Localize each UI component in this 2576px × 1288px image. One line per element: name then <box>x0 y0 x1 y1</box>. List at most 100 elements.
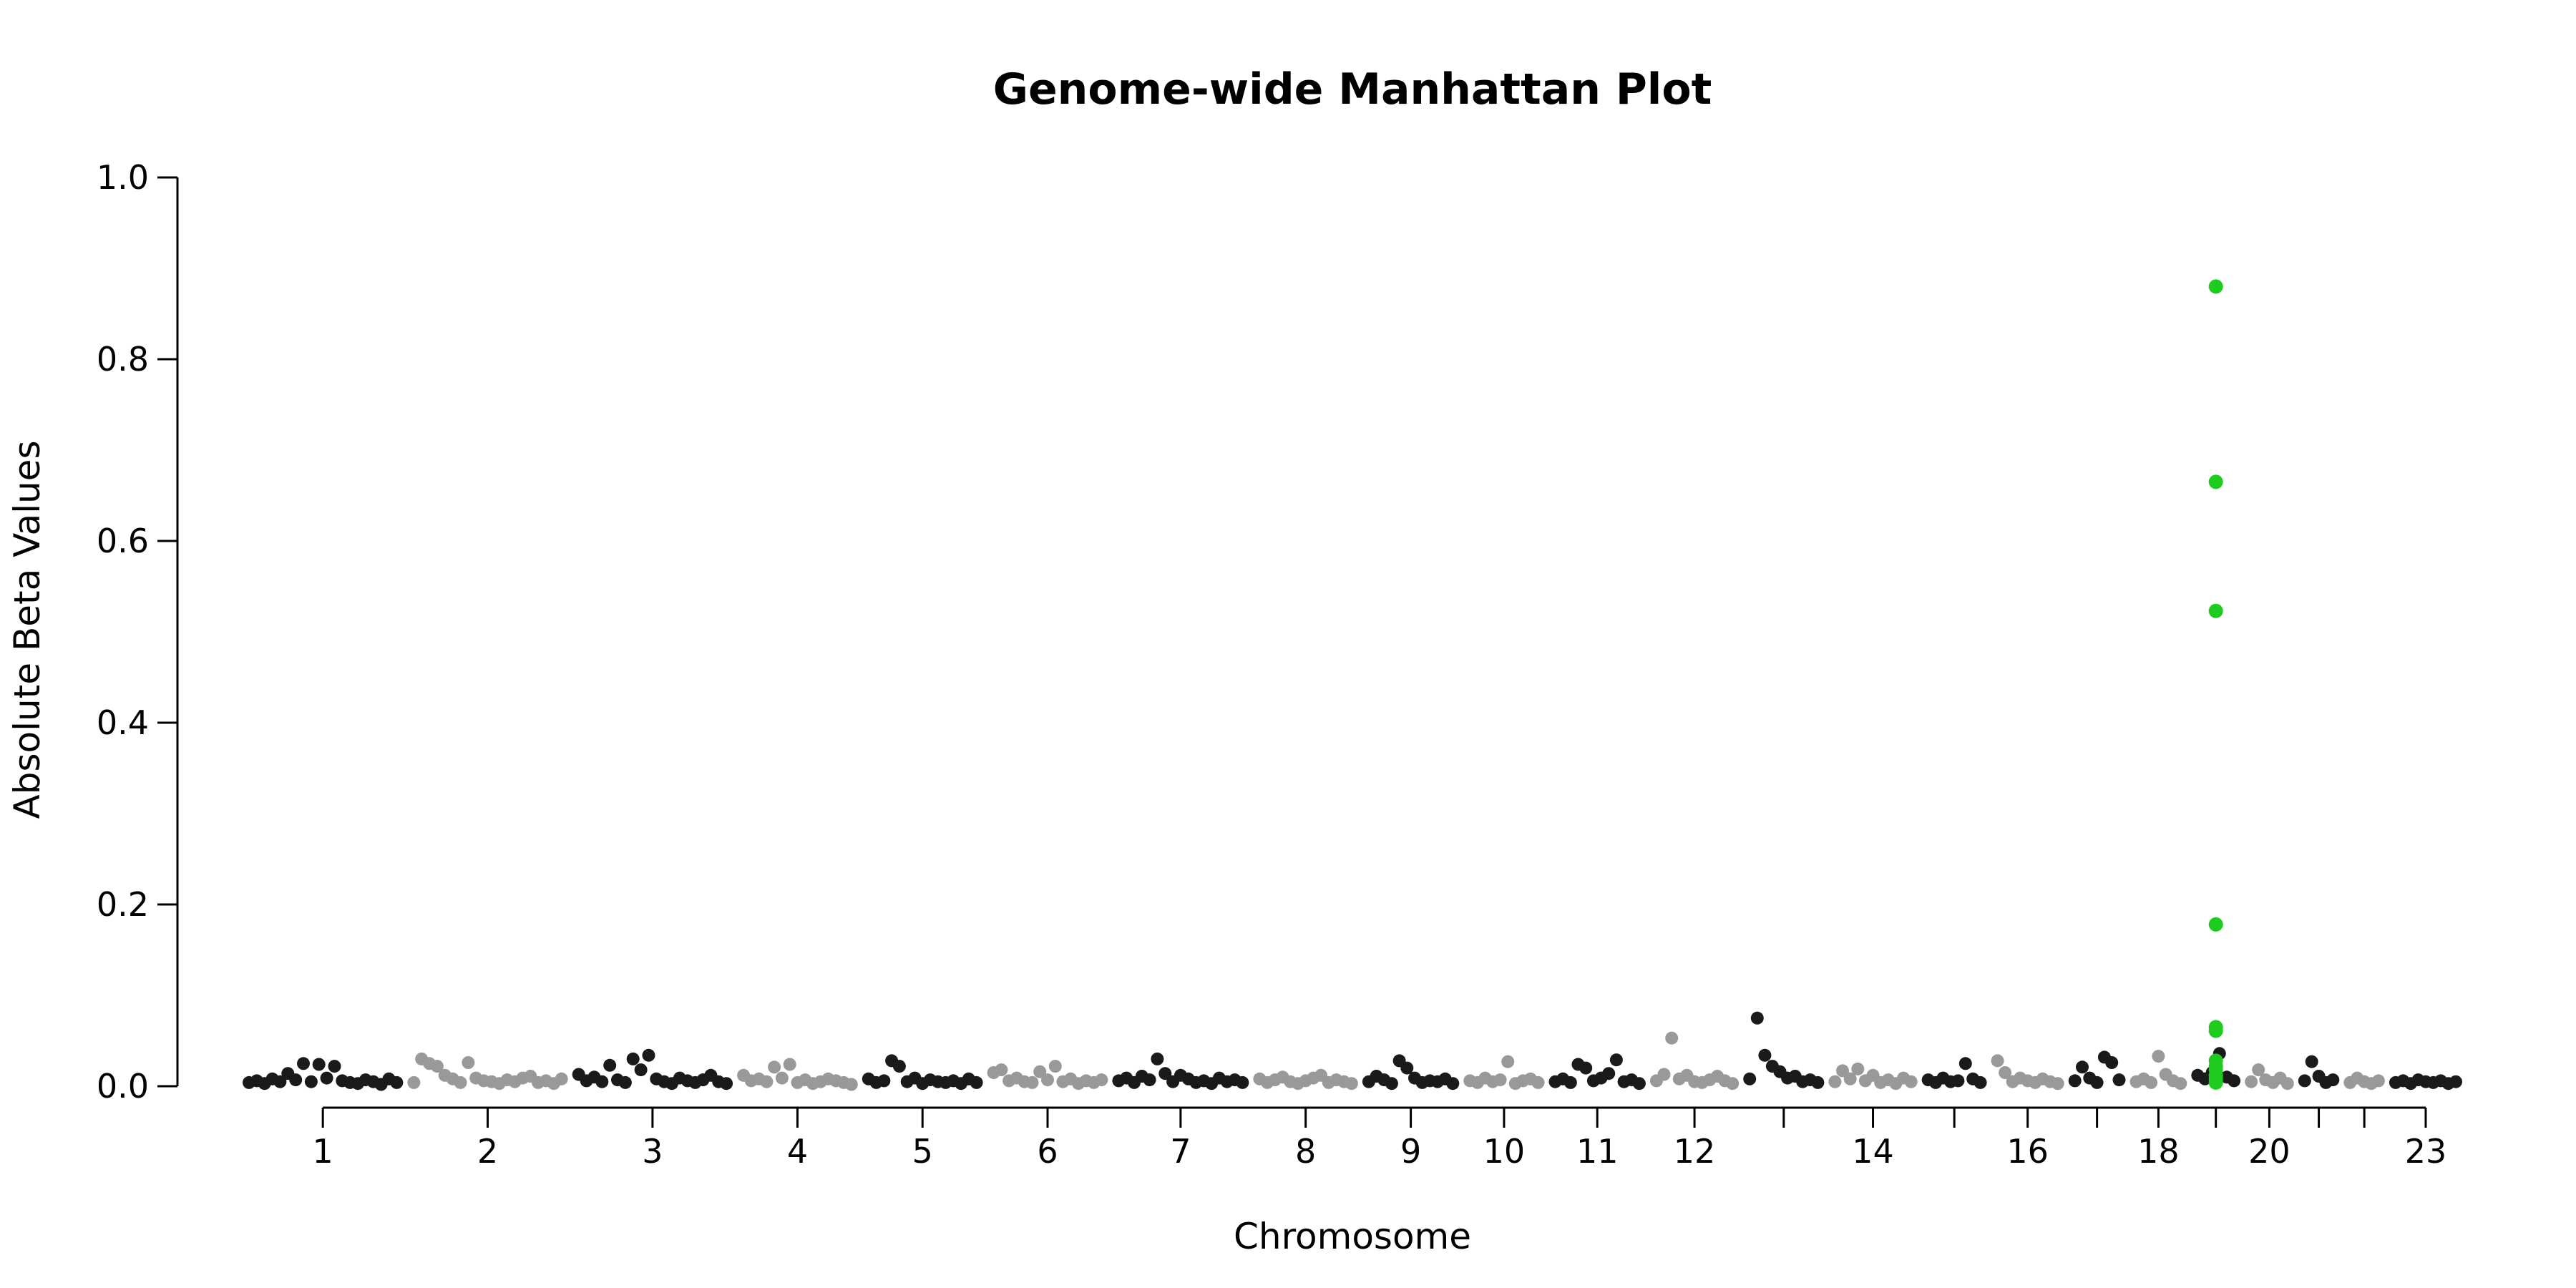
x-tick-label: 4 <box>787 1132 808 1171</box>
data-point <box>2152 1050 2165 1063</box>
y-tick-label: 1.0 <box>97 158 149 197</box>
data-points <box>243 279 2462 1091</box>
data-point <box>1951 1074 1965 1088</box>
data-point <box>2090 1075 2104 1089</box>
data-point <box>1563 1075 1577 1089</box>
data-point <box>1609 1053 1623 1067</box>
data-point <box>2105 1056 2119 1069</box>
data-point <box>1750 1011 1764 1025</box>
data-point <box>1400 1061 1414 1075</box>
data-point <box>1665 1031 1679 1045</box>
x-tick-label: 11 <box>1576 1132 1619 1171</box>
data-point <box>320 1071 333 1085</box>
data-point <box>1579 1061 1593 1075</box>
data-point <box>1025 1075 1039 1089</box>
x-axis: 1 2 3 4 5 6 7 8 9 10 11 12 14 16 18 20 23 <box>313 1106 2447 1171</box>
data-point <box>760 1075 774 1088</box>
data-point <box>877 1074 891 1088</box>
x-tick-label: 14 <box>1852 1132 1894 1171</box>
data-point <box>2298 1074 2311 1088</box>
data-point <box>2371 1074 2385 1088</box>
data-point <box>1991 1054 2004 1068</box>
x-axis-label: Chromosome <box>1234 1216 1471 1257</box>
data-point <box>1958 1057 1972 1070</box>
data-point <box>1345 1077 1358 1091</box>
data-point <box>783 1058 796 1071</box>
data-point <box>1095 1073 1108 1087</box>
data-point <box>289 1073 303 1087</box>
data-point <box>768 1060 781 1074</box>
data-point <box>995 1063 1008 1077</box>
data-point <box>1385 1077 1398 1091</box>
data-point <box>2112 1073 2126 1087</box>
data-point <box>642 1048 655 1062</box>
data-point <box>462 1056 475 1069</box>
data-point <box>1048 1060 1062 1073</box>
x-tick-label: 9 <box>1400 1132 1421 1171</box>
data-point <box>603 1058 617 1072</box>
data-point <box>1151 1052 1164 1065</box>
y-tick-label: 0.0 <box>97 1067 149 1106</box>
data-point <box>2228 1074 2241 1088</box>
chart-title: Genome-wide Manhattan Plot <box>993 64 1712 114</box>
x-tick-label: 7 <box>1170 1132 1191 1171</box>
highlight-point <box>2208 1023 2223 1038</box>
x-tick-label: 1 <box>313 1132 333 1171</box>
data-point <box>618 1075 632 1089</box>
data-point <box>775 1071 789 1085</box>
highlight-point <box>2208 917 2223 932</box>
data-point <box>1843 1072 1857 1085</box>
x-tick-label: 3 <box>642 1132 663 1171</box>
data-point <box>304 1075 318 1088</box>
data-point <box>1446 1077 1460 1091</box>
data-point <box>1851 1062 1865 1075</box>
y-tick-label: 0.4 <box>97 703 149 742</box>
data-point <box>626 1052 640 1065</box>
data-point <box>844 1078 858 1091</box>
data-point <box>312 1058 326 1071</box>
data-point <box>1999 1066 2012 1079</box>
data-point <box>1041 1073 1054 1087</box>
data-point <box>1828 1075 1842 1088</box>
data-point <box>1726 1077 1740 1091</box>
data-point <box>328 1060 341 1073</box>
x-tick-label: 6 <box>1037 1132 1058 1171</box>
x-tick-label: 23 <box>2405 1132 2447 1171</box>
data-point <box>720 1077 733 1091</box>
data-point <box>1657 1068 1671 1081</box>
y-tick-label: 0.6 <box>97 522 149 560</box>
data-point <box>1033 1065 1047 1078</box>
highlight-point <box>2208 279 2223 294</box>
x-tick-label: 18 <box>2137 1132 2180 1171</box>
data-point <box>2305 1055 2318 1068</box>
data-point <box>2076 1060 2089 1074</box>
data-point <box>2326 1073 2340 1087</box>
data-point <box>2252 1063 2265 1077</box>
data-point <box>390 1075 404 1089</box>
data-point <box>1143 1073 1156 1087</box>
data-point <box>2174 1077 2187 1091</box>
data-point <box>1836 1064 1849 1078</box>
data-point <box>1811 1075 1825 1089</box>
data-point <box>1236 1075 1249 1089</box>
data-point <box>970 1075 983 1089</box>
data-point <box>1158 1067 1172 1080</box>
data-point <box>1632 1077 1646 1091</box>
data-point <box>1501 1055 1515 1068</box>
x-tick-label: 5 <box>912 1132 933 1171</box>
data-point <box>2280 1077 2294 1091</box>
data-point <box>1602 1067 1616 1080</box>
data-point <box>2051 1077 2064 1091</box>
y-axis-label: Absolute Beta Values <box>6 441 48 819</box>
data-point <box>2245 1075 2258 1088</box>
data-point <box>454 1075 467 1089</box>
highlight-point <box>2208 1075 2223 1090</box>
highlight-point <box>2208 474 2223 489</box>
data-point <box>634 1063 648 1077</box>
data-point <box>1743 1072 1757 1085</box>
data-point <box>297 1057 310 1070</box>
data-point <box>892 1060 906 1073</box>
data-point <box>555 1072 568 1085</box>
data-point <box>1974 1075 1987 1089</box>
